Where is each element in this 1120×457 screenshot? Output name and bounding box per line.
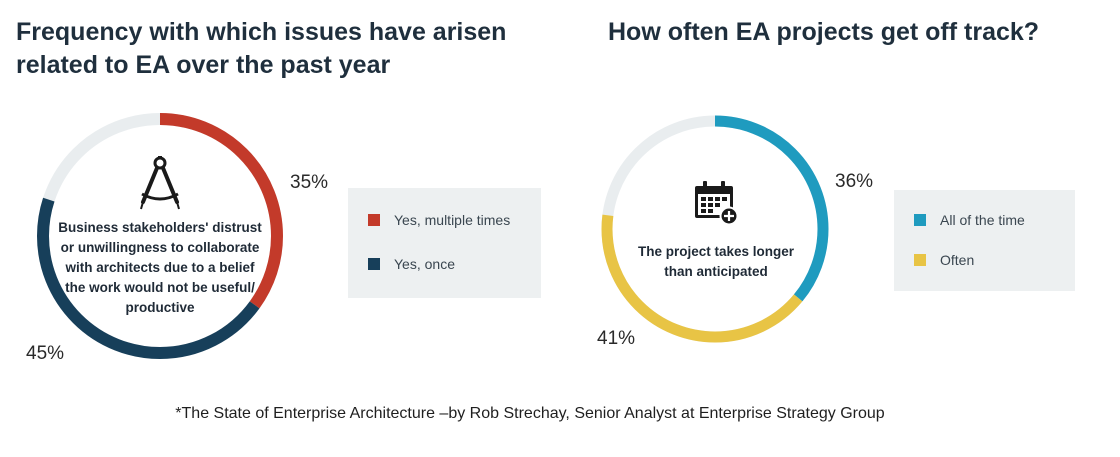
legend-item-yes-multiple: Yes, multiple times [368, 212, 510, 228]
slice-label-often: 41% [597, 328, 636, 349]
legend-swatch-teal [914, 214, 926, 226]
donut-slice-yes-once [37, 113, 283, 359]
left-chart-title: Frequency with which issues have arisen … [16, 18, 507, 79]
legend-swatch-red [368, 214, 380, 226]
legend-label: All of the time [940, 212, 1025, 228]
slice-label-all-of-the-time: 36% [835, 171, 874, 192]
donut-slice-yes-multiple-times [37, 113, 283, 359]
right-donut-chart [601, 115, 829, 343]
left-legend: Yes, multiple times Yes, once [348, 188, 541, 298]
donut-slice-all-of-the-time [601, 115, 829, 343]
legend-item-all-of-the-time: All of the time [914, 212, 1025, 228]
right-donut-center-text: The project takes longer than anticipate… [637, 244, 795, 279]
legend-label: Yes, once [394, 256, 455, 272]
calendar-add-icon [695, 181, 738, 225]
legend-label: Often [940, 252, 975, 268]
drafting-compass-icon [140, 156, 180, 210]
legend-item-yes-once: Yes, once [368, 256, 455, 272]
right-chart-title: How often EA projects get off track? [608, 18, 1040, 46]
source-footnote: *The State of Enterprise Architecture –b… [175, 405, 885, 422]
slice-label-yes-multiple: 35% [290, 172, 329, 193]
right-legend: All of the time Often [894, 190, 1075, 291]
left-donut-center-text: Business stakeholders' distrust or unwil… [58, 220, 262, 315]
left-donut-chart [37, 113, 283, 359]
legend-label: Yes, multiple times [394, 212, 511, 228]
slice-label-yes-once: 45% [26, 343, 65, 364]
legend-swatch-yellow [914, 254, 926, 266]
donut-slice-often [601, 115, 829, 343]
legend-item-often: Often [914, 252, 974, 268]
legend-swatch-navy [368, 258, 380, 270]
